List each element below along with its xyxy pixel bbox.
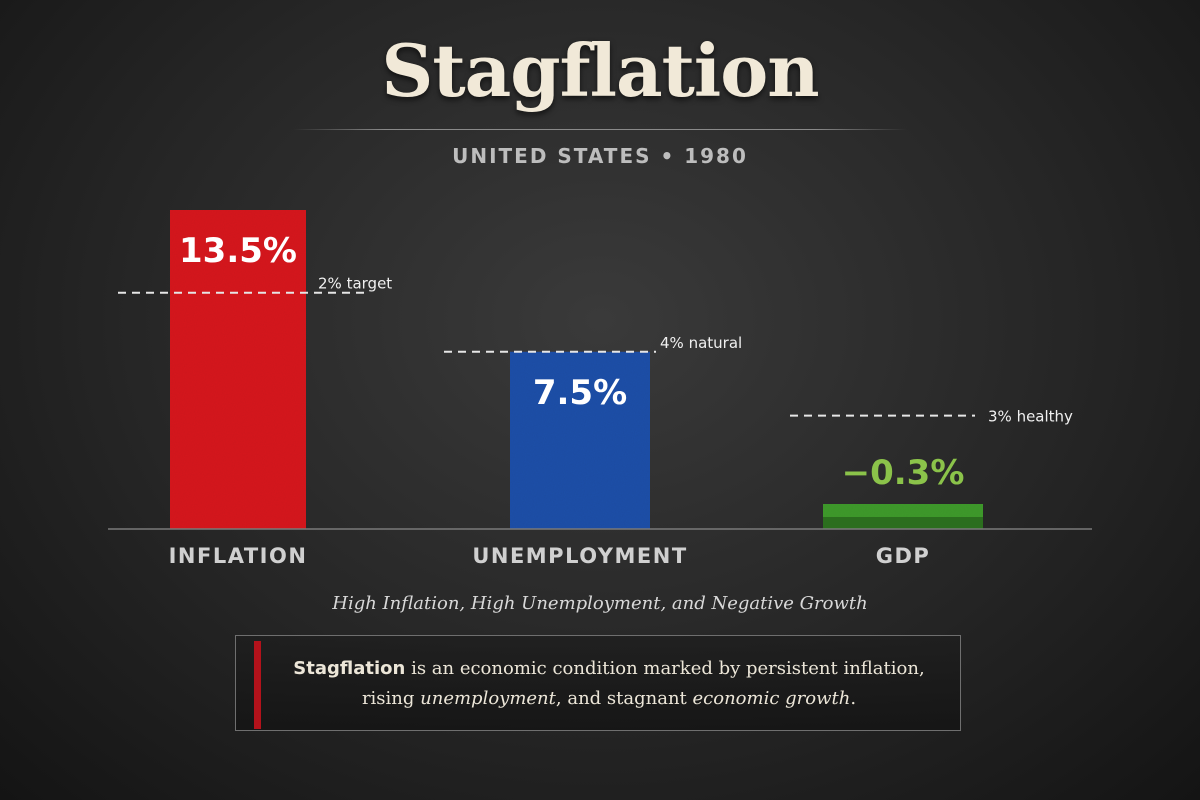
definition-box: Stagflation is an economic condition mar… — [235, 635, 961, 731]
value-label-gdp: −0.3% — [842, 453, 965, 493]
definition-term: Stagflation — [293, 658, 406, 679]
bar-unemployment — [510, 351, 650, 529]
reference-label-3: 3% healthy — [988, 408, 1073, 426]
bar-gdp-shade — [823, 517, 983, 529]
chart-title: Stagflation — [381, 28, 819, 113]
chart-subtitle: UNITED STATES • 1980 — [452, 144, 748, 168]
value-label-unemployment: 7.5% — [533, 373, 627, 413]
category-label-unemployment: UNEMPLOYMENT — [472, 544, 687, 568]
category-label-inflation: INFLATION — [169, 544, 308, 568]
definition-text: Stagflation is an economic condition mar… — [293, 658, 925, 709]
chart-caption: High Inflation, High Unemployment, and N… — [332, 593, 868, 614]
bar-inflation — [170, 210, 306, 529]
reference-label-2: 4% natural — [660, 334, 742, 352]
title-divider — [293, 129, 907, 130]
definition-accent-bar — [254, 641, 261, 729]
reference-label-1: 2% target — [318, 275, 392, 293]
value-label-inflation: 13.5% — [179, 231, 297, 271]
category-label-gdp: GDP — [876, 544, 931, 568]
